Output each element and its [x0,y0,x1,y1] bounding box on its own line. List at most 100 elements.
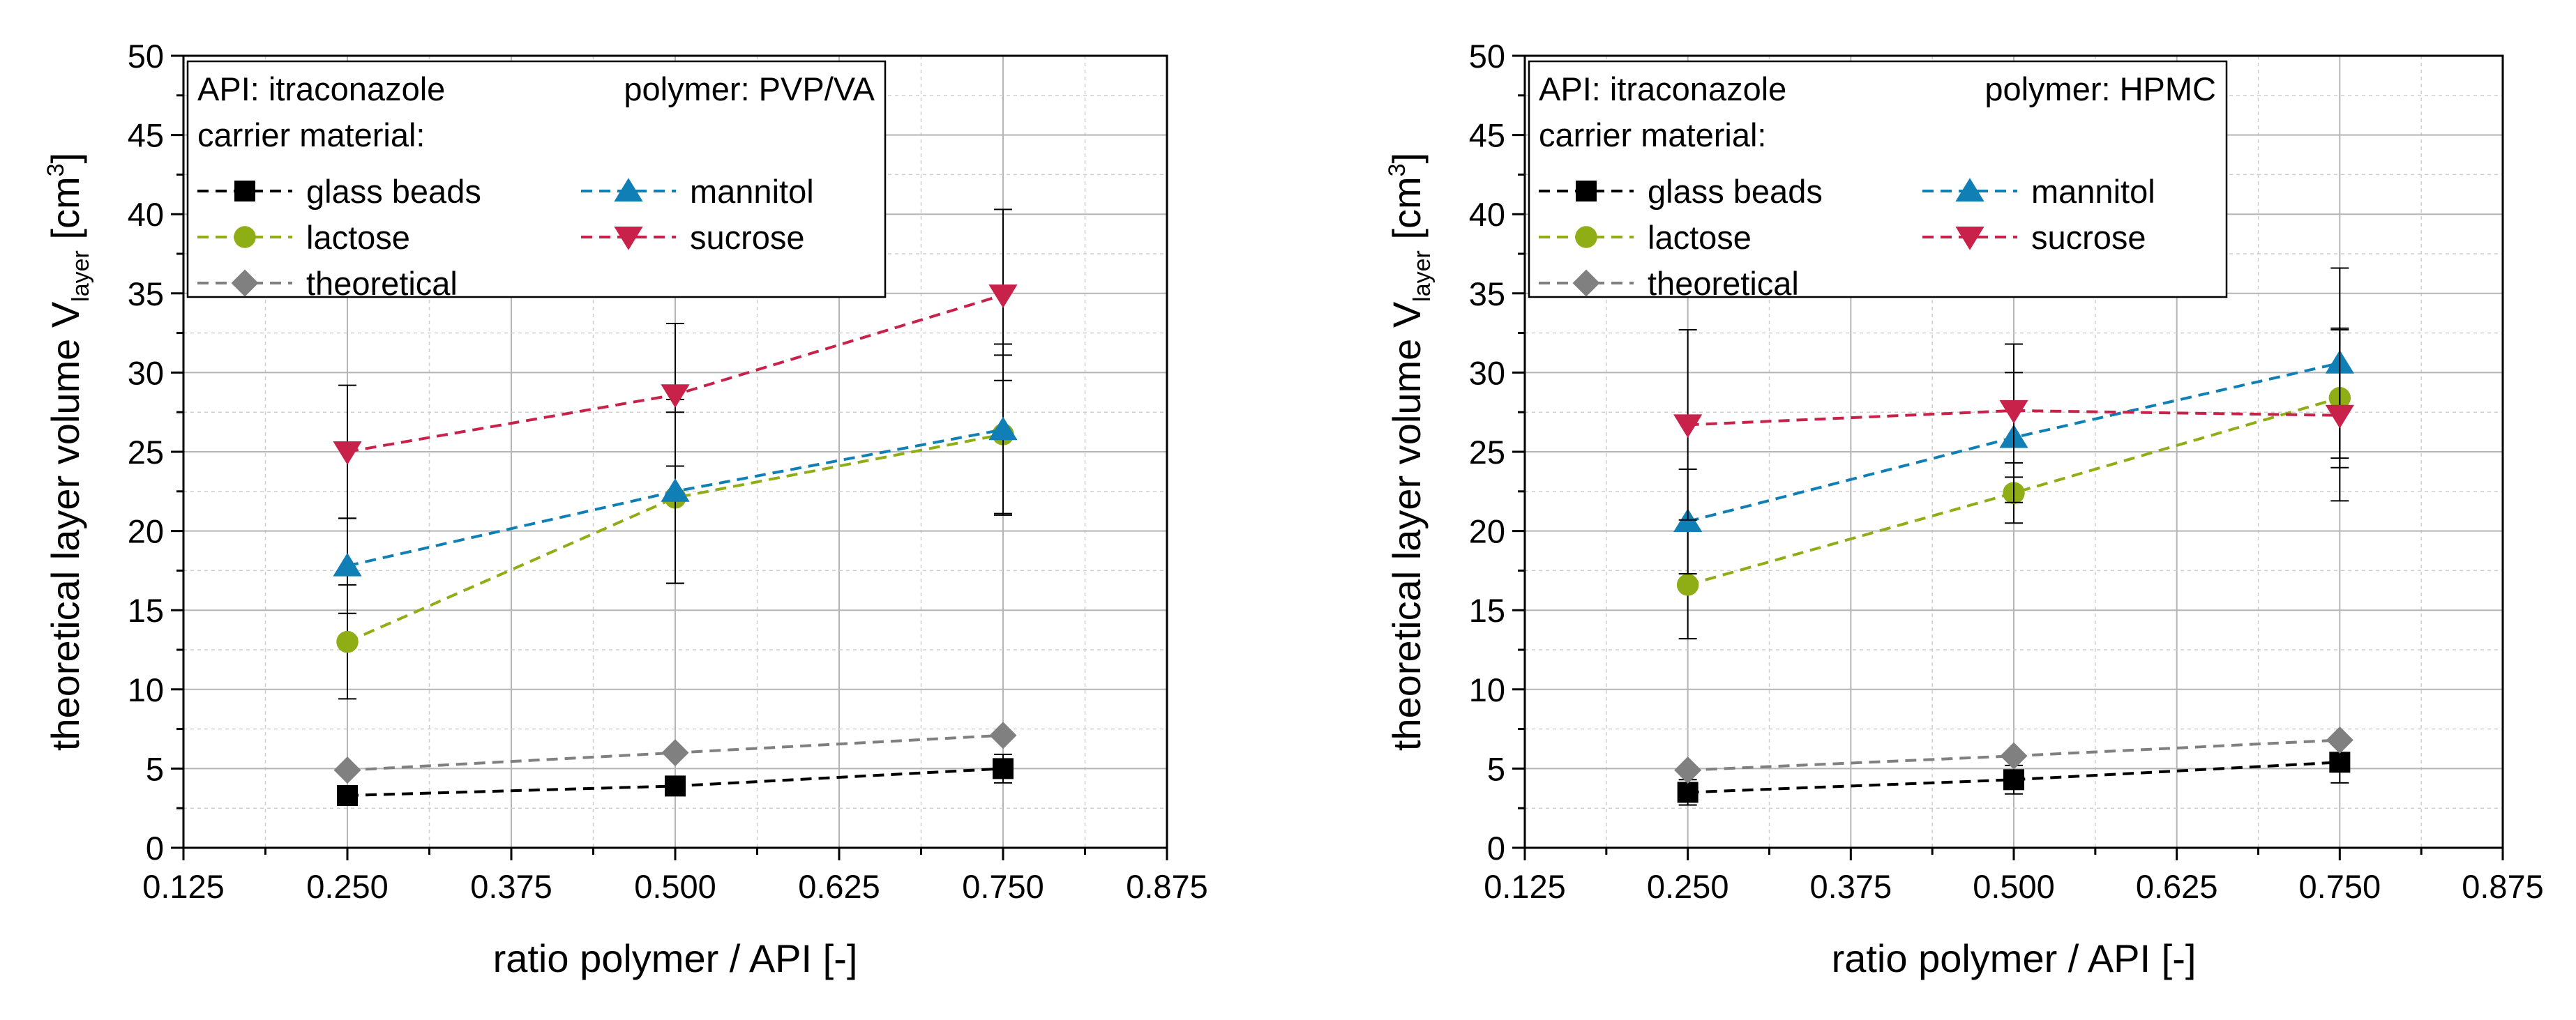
panel-1-x-tick-label: 0.625 [798,868,880,905]
panel-2-y-tick-label: 20 [1469,513,1505,550]
panel-2-y-tick-label: 40 [1469,196,1505,233]
panel-2-sucrose-point [1673,414,1703,439]
panel-2-lactose-point [1676,574,1699,596]
panel-2-glass-point [2003,769,2024,791]
panel-2-y-axis-title-superscript: 3 [1384,163,1410,176]
panel-1-sucrose-point [988,284,1018,308]
panel-1-y-tick-label: 50 [128,38,164,75]
panel-2-legend-mannitol-label: mannitol [2031,173,2155,210]
panel-1-mannitol-point [661,478,690,502]
panel-1-theoretical-point [333,756,361,784]
panel-2-legend-polymer: polymer: HPMC [1984,70,2216,107]
panel-2-x-axis-title: ratio polymer / API [-] [1832,936,2197,980]
panel-2-legend-entry-theoretical: theoretical [1539,265,1799,302]
panel-1-x-tick-label: 0.500 [634,868,716,905]
panel-1-y-tick-label: 5 [146,750,164,787]
panel-2-y-tick-label: 45 [1469,117,1505,154]
panel-1-y-tick-label: 30 [128,354,164,391]
panel-1-series-glass [337,753,1014,807]
panel-1-glass-point [993,758,1014,779]
panel-2-ticks: 0.125 0.250 0.375 0.500 0.625 0.750 0.875 0 5 10 1… [1469,38,2544,905]
panel-2-legend-theoretical-marker [1572,269,1600,297]
panel-2-glass-point [2329,752,2351,773]
panel-2-sucrose-point [2325,404,2354,429]
panel-2-legend-mannitol-marker [1955,178,1984,201]
panel-2-legend-glass-marker [1576,181,1597,201]
panel-2-x-tick-label: 0.375 [1810,868,1892,905]
panel-2-glass-point [1677,782,1698,803]
panel-2-y-tick-label: 50 [1469,38,1505,75]
panel-2-legend-api: API: itraconazole [1539,70,1786,107]
panel-2-legend-entry-lactose: lactose [1539,219,1752,256]
panel-1-y-axis-title: theoretical layer volume Vlayer [cm3] [43,153,94,751]
panel-2-x-tick-label: 0.875 [2462,868,2544,905]
panel-2-series-sucrose [1673,329,2354,521]
panel-2-y-tick-label: 30 [1469,354,1505,391]
panel-1-ticks: 0.125 0.250 0.375 0.500 0.625 0.750 0.875 0 5 10 1… [128,38,1208,905]
panel-1-legend-lactose-marker [234,226,256,248]
panel-2: 0.125 0.250 0.375 0.500 0.625 0.750 0.875 0 5 10 1… [1384,38,2544,980]
panel-1-legend-mannitol-label: mannitol [690,173,814,210]
panel-2-x-tick-label: 0.500 [1973,868,2055,905]
panel-2-legend-entry-mannitol: mannitol [1922,173,2155,210]
panel-1-legend-glass-label: glass beads [306,173,481,210]
panel-1-y-axis-title-subscript: layer [68,250,94,302]
panel-1-legend-lactose-label: lactose [306,219,410,256]
panel-1-y-axis-title-unit: [cm [43,176,87,250]
panel-1-sucrose-point [661,384,690,408]
panel-2-y-axis-title-unit-close: ] [1385,153,1429,164]
panel-2-y-axis-title-subscript: layer [1409,250,1436,302]
panel-1-x-tick-label: 0.750 [962,868,1044,905]
panel-1-legend-polymer: polymer: PVP/VA [624,70,875,107]
panel-1-x-tick-label: 0.125 [142,868,225,905]
panel-2-y-tick-label: 35 [1469,275,1505,312]
panel-1-y-tick-label: 15 [128,592,164,629]
panel-1-lactose-line [347,433,1004,644]
panel-1-series-theoretical [333,722,1017,784]
panel-1-y-tick-label: 45 [128,117,164,154]
panel-1-y-axis-title-main: theoretical layer volume V [43,301,87,751]
panel-1-sucrose-point [333,441,362,465]
panel-1-legend-glass-marker [234,181,255,201]
panel-2-y-tick-label: 15 [1469,592,1505,629]
panel-2-legend-entry-glass: glass beads [1539,173,1823,210]
panel-1-legend-api: API: itraconazole [197,70,445,107]
panel-2-legend-carrier: carrier material: [1539,116,1766,153]
panel-2-legend-glass-label: glass beads [1648,173,1823,210]
panel-1-legend-entry-lactose: lactose [197,219,410,256]
panel-2-y-tick-label: 25 [1469,434,1505,471]
panel-2-x-tick-label: 0.125 [1484,868,1566,905]
panel-1-legend-box [186,60,887,298]
panel-1-glass-point [337,785,358,807]
panel-1-x-axis-title: ratio polymer / API [-] [493,936,858,980]
panel-2-y-axis-title-unit: [cm [1385,176,1429,250]
panel-1-y-axis-title-superscript: 3 [43,163,69,176]
panel-2-legend-sucrose-label: sucrose [2031,219,2146,256]
panel-2-y-tick-label: 0 [1487,830,1505,867]
panel-2-legend: API: itraconazole polymer: HPMC carrier ma… [1528,60,2228,302]
panel-1-x-tick-label: 0.875 [1126,868,1208,905]
panel-1-mannitol-point [988,416,1018,441]
panel-1-legend-entry-theoretical: theoretical [197,265,458,302]
panel-2-legend-entry-sucrose: sucrose [1922,219,2146,256]
panel-1: 0.125 0.250 0.375 0.500 0.625 0.750 0.875 0 5 10 1… [43,38,1208,980]
panel-1-legend-entry-mannitol: mannitol [581,173,814,210]
panel-1-theoretical-point [661,739,689,767]
panel-2-y-tick-label: 5 [1487,750,1505,787]
panel-2-series [1673,267,2354,806]
panel-2-x-tick-label: 0.625 [2136,868,2218,905]
panel-1-legend-theoretical-label: theoretical [306,265,458,302]
panel-2-lactose-line [1687,396,2340,586]
panel-1-series [333,208,1018,807]
panel-2-series-glass [1677,740,2351,806]
panel-2-theoretical-point [2000,742,2028,770]
panel-1-legend-theoretical-marker [231,269,259,297]
panel-1-legend-carrier: carrier material: [197,116,425,153]
panel-1-y-tick-label: 0 [146,830,164,867]
panel-2-y-axis-title-main: theoretical layer volume V [1385,301,1429,751]
panel-2-legend-lactose-label: lactose [1648,219,1752,256]
panel-1-mannitol-point [333,552,362,577]
panel-2-legend-theoretical-label: theoretical [1648,265,1799,302]
panel-1-y-tick-label: 35 [128,275,164,312]
panel-1-glass-point [665,775,686,797]
